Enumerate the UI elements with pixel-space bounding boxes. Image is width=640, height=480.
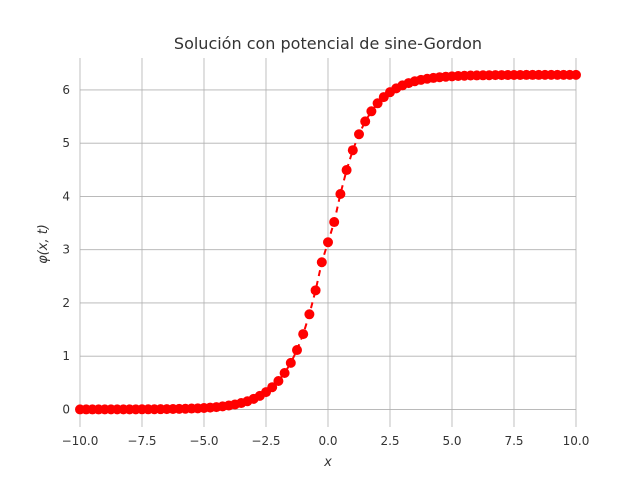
x-tick-label: 10.0 [563,434,590,448]
y-tick-label: 0 [62,402,70,416]
x-tick-label: −2.5 [251,434,280,448]
data-point [298,329,309,340]
data-point [347,145,358,156]
chart-title: Solución con potencial de sine-Gordon [174,34,482,53]
data-point [329,217,340,228]
x-axis-label: x [323,455,332,470]
data-point [360,116,371,127]
data-point [372,98,383,109]
x-tick-label: −7.5 [127,434,156,448]
data-point [341,165,352,176]
data-point [571,69,581,80]
data-point [304,309,315,320]
data-point [279,368,290,379]
y-tick-label: 1 [62,349,70,363]
data-point [292,345,302,356]
y-tick-label: 4 [62,189,70,203]
data-point [316,257,327,268]
x-tick-label: −5.0 [189,434,218,448]
x-tick-label: 0.0 [318,434,337,448]
x-tick-label: 2.5 [380,434,399,448]
data-point [366,106,377,117]
x-tick-label: 7.5 [504,434,523,448]
data-point [273,375,284,386]
data-point [354,129,364,140]
data-point [323,237,333,248]
y-tick-label: 2 [62,296,70,310]
y-tick-label: 3 [62,243,70,257]
series-points [75,69,581,415]
x-tick-label: 5.0 [442,434,461,448]
y-tick-label: 6 [62,83,70,97]
data-point [335,188,346,199]
data-point [310,285,321,296]
y-axis-label: φ(x, t) [36,224,51,264]
data-point [285,357,296,368]
y-tick-label: 5 [62,136,70,150]
y-axis-ticks: 0 1 2 3 4 5 6 [62,83,70,416]
x-axis-ticks: −10.0 −7.5 −5.0 −2.5 0.0 2.5 5.0 7.5 10.0 [62,434,590,448]
data-point [267,382,278,393]
x-tick-label: −10.0 [62,434,99,448]
